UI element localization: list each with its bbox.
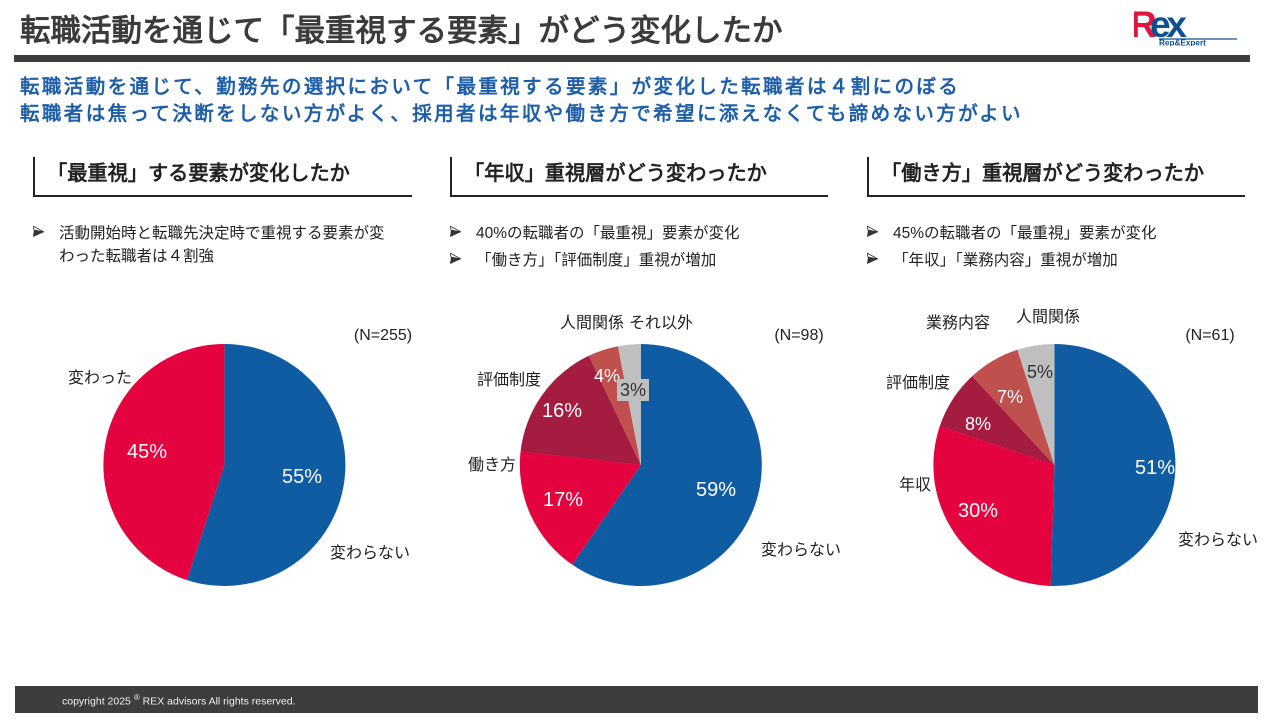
- svg-text:働き方: 働き方: [468, 456, 516, 474]
- svg-text:(N=255): (N=255): [354, 327, 412, 344]
- svg-text:評価制度: 評価制度: [886, 374, 950, 392]
- svg-text:17%: 17%: [543, 489, 583, 511]
- svg-text:3%: 3%: [620, 380, 646, 400]
- svg-text:変わらない: 変わらない: [330, 544, 410, 562]
- svg-text:16%: 16%: [542, 400, 582, 422]
- svg-text:59%: 59%: [696, 479, 736, 501]
- svg-text:変わった: 変わった: [68, 369, 132, 387]
- svg-text:7%: 7%: [997, 387, 1023, 407]
- svg-text:8%: 8%: [965, 414, 991, 434]
- svg-text:評価制度: 評価制度: [477, 371, 541, 389]
- svg-text:5%: 5%: [1027, 362, 1053, 382]
- svg-text:変わらない: 変わらない: [761, 541, 841, 559]
- svg-text:人間関係: 人間関係: [1016, 308, 1080, 326]
- svg-text:30%: 30%: [958, 500, 998, 522]
- svg-text:変わらない: 変わらない: [1178, 531, 1258, 549]
- svg-text:51%: 51%: [1135, 457, 1175, 479]
- svg-text:55%: 55%: [282, 466, 322, 488]
- svg-text:人間関係: 人間関係: [560, 314, 624, 332]
- svg-text:4%: 4%: [594, 366, 620, 386]
- svg-text:(N=98): (N=98): [774, 327, 823, 344]
- svg-text:(N=61): (N=61): [1185, 327, 1234, 344]
- svg-text:それ以外: それ以外: [629, 314, 693, 332]
- svg-text:業務内容: 業務内容: [926, 314, 990, 332]
- svg-text:年収: 年収: [899, 476, 931, 494]
- svg-text:45%: 45%: [127, 441, 167, 463]
